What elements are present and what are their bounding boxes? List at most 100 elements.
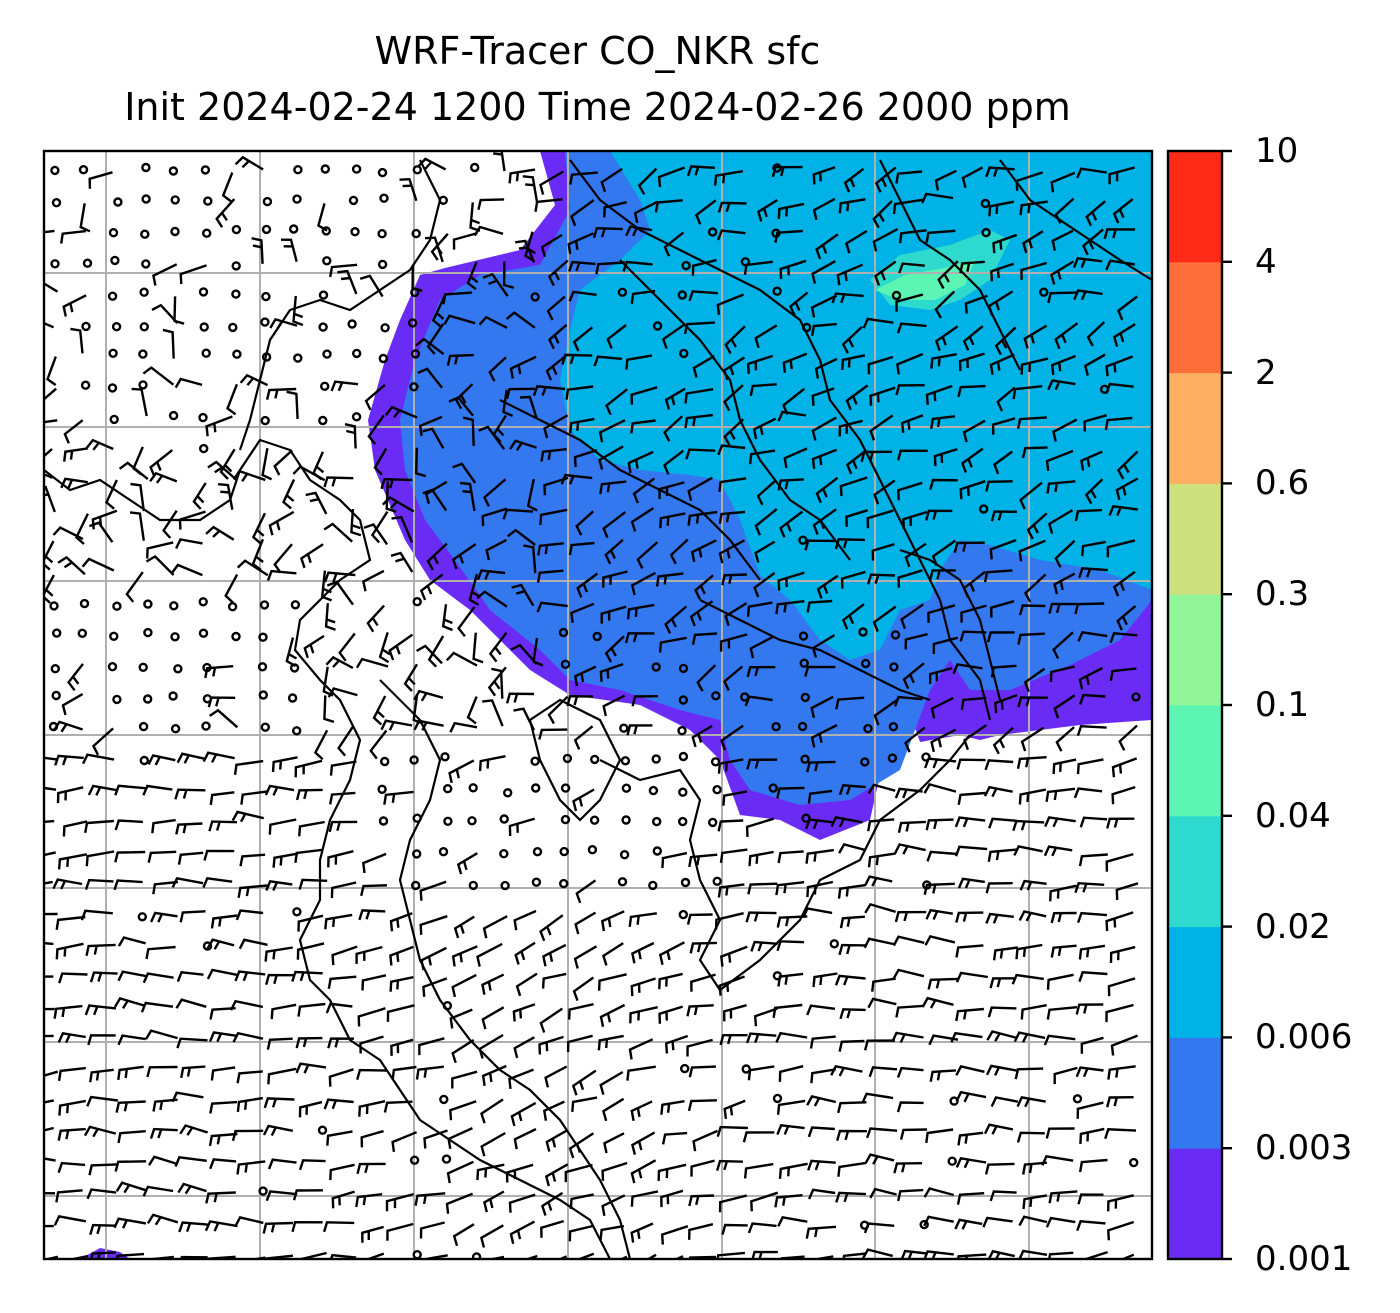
calm-wind-circle bbox=[621, 815, 631, 825]
wind-barb bbox=[449, 1100, 477, 1121]
wind-barb bbox=[896, 449, 928, 461]
wind-barb bbox=[145, 945, 176, 960]
wind-barb bbox=[1050, 911, 1077, 924]
wind-barb bbox=[1018, 1249, 1048, 1259]
wind-barb bbox=[567, 232, 594, 255]
calm-wind-circle bbox=[438, 195, 448, 206]
wind-barb bbox=[962, 325, 984, 351]
calm-wind-circle bbox=[471, 1252, 482, 1259]
calm-wind-circle bbox=[170, 632, 180, 642]
wind-barb bbox=[874, 260, 897, 286]
wind-barb bbox=[372, 695, 387, 726]
wind-barb bbox=[1047, 291, 1077, 304]
wind-barb bbox=[718, 477, 747, 493]
wind-barb bbox=[893, 843, 926, 855]
wind-barb bbox=[146, 541, 174, 559]
wind-barb bbox=[207, 696, 236, 708]
wind-barb bbox=[224, 574, 239, 604]
wind-barb bbox=[424, 480, 448, 505]
calm-wind-circle bbox=[1072, 1094, 1083, 1104]
wind-barb bbox=[955, 971, 989, 983]
calm-wind-circle bbox=[351, 412, 362, 422]
calm-wind-circle bbox=[198, 287, 209, 297]
calm-wind-circle bbox=[412, 849, 422, 859]
wind-barb bbox=[923, 1215, 954, 1227]
wind-barb bbox=[892, 198, 923, 215]
calm-wind-circle bbox=[110, 255, 120, 266]
wind-barb bbox=[80, 909, 113, 921]
calm-wind-circle bbox=[890, 630, 901, 640]
calm-wind-circle bbox=[351, 164, 362, 174]
calm-wind-circle bbox=[678, 909, 688, 920]
wind-barb bbox=[344, 423, 357, 449]
calm-wind-circle bbox=[443, 816, 453, 826]
wind-barb bbox=[1078, 971, 1108, 983]
wind-barb bbox=[208, 820, 238, 832]
wind-barb bbox=[904, 542, 927, 568]
wind-barb bbox=[418, 415, 443, 437]
wind-barb bbox=[934, 169, 957, 191]
wind-barb bbox=[149, 449, 174, 477]
calm-wind-circle bbox=[258, 632, 268, 642]
wind-barb bbox=[1116, 450, 1139, 480]
wind-barb bbox=[930, 728, 957, 753]
wind-barb bbox=[1018, 539, 1046, 562]
calm-wind-circle bbox=[559, 846, 569, 857]
wind-barb bbox=[326, 1130, 353, 1146]
wind-barb bbox=[1110, 1034, 1139, 1056]
wind-barb bbox=[457, 606, 476, 637]
wind-barb bbox=[749, 383, 777, 397]
wind-barb bbox=[417, 157, 447, 171]
wind-barb bbox=[895, 293, 924, 312]
wind-barb bbox=[807, 1159, 836, 1171]
calm-wind-circle bbox=[257, 662, 268, 672]
calm-wind-circle bbox=[51, 197, 62, 208]
wind-barb bbox=[874, 166, 897, 193]
wind-barb bbox=[956, 1192, 985, 1205]
wind-barb bbox=[900, 414, 924, 434]
wind-barb bbox=[1076, 1101, 1104, 1119]
wind-barb bbox=[44, 387, 57, 401]
calm-wind-circle bbox=[652, 846, 662, 856]
wind-barb bbox=[1108, 166, 1135, 185]
calm-wind-circle bbox=[648, 785, 659, 796]
wind-barb bbox=[472, 632, 484, 664]
wind-barb bbox=[685, 448, 716, 460]
wind-barb bbox=[1076, 724, 1107, 737]
wind-barb bbox=[1045, 1216, 1076, 1228]
wind-barb bbox=[743, 260, 773, 275]
wind-barb bbox=[745, 817, 775, 837]
wind-barb bbox=[898, 262, 925, 274]
wind-barb bbox=[1026, 512, 1048, 540]
wind-barb bbox=[1105, 259, 1136, 271]
calm-wind-circle bbox=[800, 754, 810, 764]
calm-wind-circle bbox=[559, 878, 569, 889]
wind-barb bbox=[543, 414, 569, 439]
wind-barb bbox=[113, 1217, 147, 1229]
wind-barb bbox=[60, 477, 88, 489]
wind-barb bbox=[721, 1223, 748, 1235]
wind-barb bbox=[839, 1008, 866, 1020]
wind-barb bbox=[171, 1091, 204, 1103]
wind-barb bbox=[1109, 667, 1137, 682]
wind-barb bbox=[934, 290, 956, 319]
wind-barb bbox=[753, 1007, 778, 1027]
calm-wind-circle bbox=[173, 664, 183, 674]
wind-barb bbox=[481, 973, 505, 995]
wind-barb bbox=[597, 1034, 624, 1051]
wind-barb bbox=[295, 788, 323, 801]
wind-barb bbox=[569, 1193, 594, 1210]
calm-wind-circle bbox=[170, 226, 180, 237]
wind-barb bbox=[747, 1222, 777, 1234]
wind-barb bbox=[873, 698, 898, 726]
calm-wind-circle bbox=[203, 196, 213, 206]
wind-barb bbox=[1013, 1031, 1046, 1043]
wind-barb bbox=[863, 1039, 896, 1051]
wind-barb bbox=[313, 729, 329, 761]
wind-barb bbox=[419, 1221, 445, 1239]
wind-barb bbox=[239, 373, 269, 387]
wind-barb bbox=[718, 510, 746, 525]
wind-barb bbox=[445, 1192, 474, 1214]
calm-wind-circle bbox=[980, 198, 991, 209]
wind-barb bbox=[989, 1190, 1017, 1202]
